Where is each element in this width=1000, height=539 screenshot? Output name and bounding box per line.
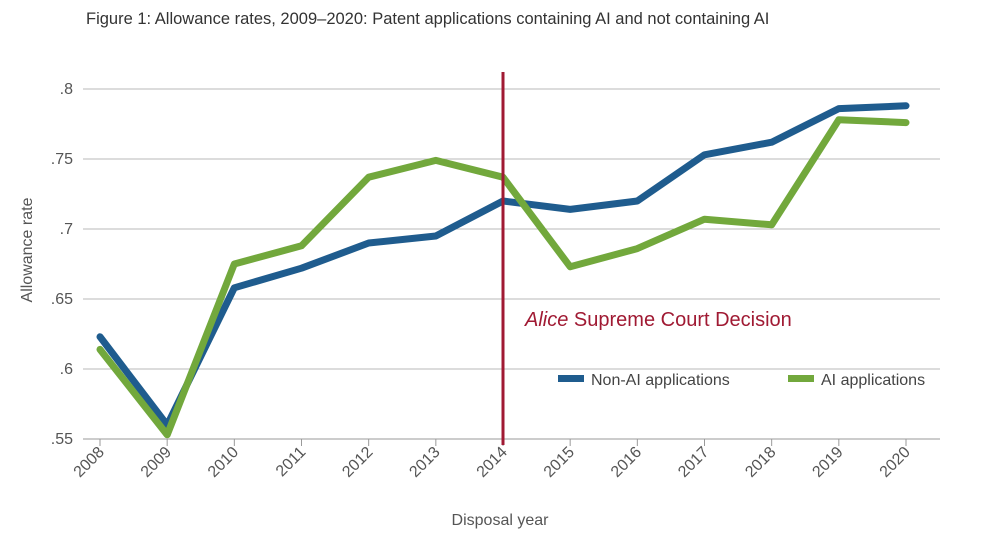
legend-swatch-ai	[788, 375, 814, 382]
y-tick-label: .55	[51, 431, 73, 448]
y-axis-title: Allowance rate	[19, 197, 36, 302]
x-axis-title: Disposal year	[452, 512, 550, 529]
alice-annotation: Alice Supreme Court Decision	[524, 309, 792, 331]
x-tick-label: 2017	[675, 444, 712, 481]
x-tick-label: 2011	[273, 444, 309, 480]
y-tick-label: .65	[51, 291, 73, 308]
y-tick-label: .6	[60, 361, 73, 378]
x-tick-label: 2013	[406, 444, 443, 481]
legend: Non-AI applications AI applications	[558, 372, 925, 389]
y-tick-label: .8	[60, 81, 73, 98]
x-tick-label: 2019	[809, 444, 846, 481]
x-tick-label: 2015	[541, 444, 578, 481]
x-tick-label: 2014	[474, 444, 511, 481]
x-tick-label: 2010	[205, 444, 242, 481]
legend-label-ai: AI applications	[821, 372, 925, 389]
x-tick-label: 2018	[742, 444, 779, 481]
legend-swatch-non-ai	[558, 375, 584, 382]
legend-label-non-ai: Non-AI applications	[591, 372, 730, 389]
x-tick-label: 2016	[608, 444, 645, 481]
alice-annotation-italic: Alice	[524, 309, 568, 331]
x-tick-label: 2009	[138, 444, 175, 481]
alice-annotation-rest: Supreme Court Decision	[568, 309, 791, 331]
grid-lines	[83, 88, 940, 440]
x-tick-label: 2020	[877, 444, 914, 481]
y-tick-label: .75	[51, 151, 73, 168]
x-tick-labels: 2008 2009 2010 2011 2012 2013 2014 2015 2016 2017…	[71, 439, 914, 481]
y-tick-labels: .55 .6 .65 .7 .75 .8	[51, 81, 73, 448]
chart-title: Figure 1: Allowance rates, 2009–2020: Pa…	[86, 10, 770, 28]
x-tick-label: 2012	[339, 444, 376, 481]
y-tick-label: .7	[60, 221, 73, 238]
x-tick-label: 2008	[71, 444, 108, 481]
